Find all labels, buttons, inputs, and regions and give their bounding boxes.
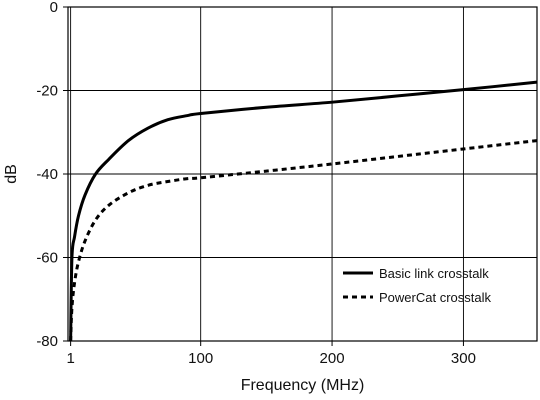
legend: Basic link crosstalk PowerCat crosstalk: [343, 266, 491, 305]
y-axis-label: dB: [3, 164, 20, 184]
y-tick-label: -60: [36, 250, 58, 267]
x-tick-label: 200: [320, 350, 345, 367]
series-line-powercat: [69, 139, 538, 342]
x-axis-label: Frequency (MHz): [241, 377, 365, 394]
y-tick-label: -80: [36, 333, 58, 350]
x-tick-label: 100: [188, 350, 213, 367]
legend-entry-label: Basic link crosstalk: [379, 266, 489, 281]
y-axis-ticks: 0 -20 -40 -60 -80: [36, 0, 68, 350]
x-axis-ticks: 1 100 200 300: [66, 341, 476, 367]
y-tick-label: -40: [36, 166, 58, 183]
series-line-basic-link: [69, 80, 538, 342]
y-tick-label: -20: [36, 83, 58, 100]
grid-lines: [68, 7, 537, 341]
x-tick-label: 300: [451, 350, 476, 367]
legend-entry-label: PowerCat crosstalk: [379, 290, 491, 305]
x-tick-label: 1: [66, 350, 74, 367]
series-lines: [69, 80, 538, 342]
y-tick-label: 0: [50, 0, 58, 16]
